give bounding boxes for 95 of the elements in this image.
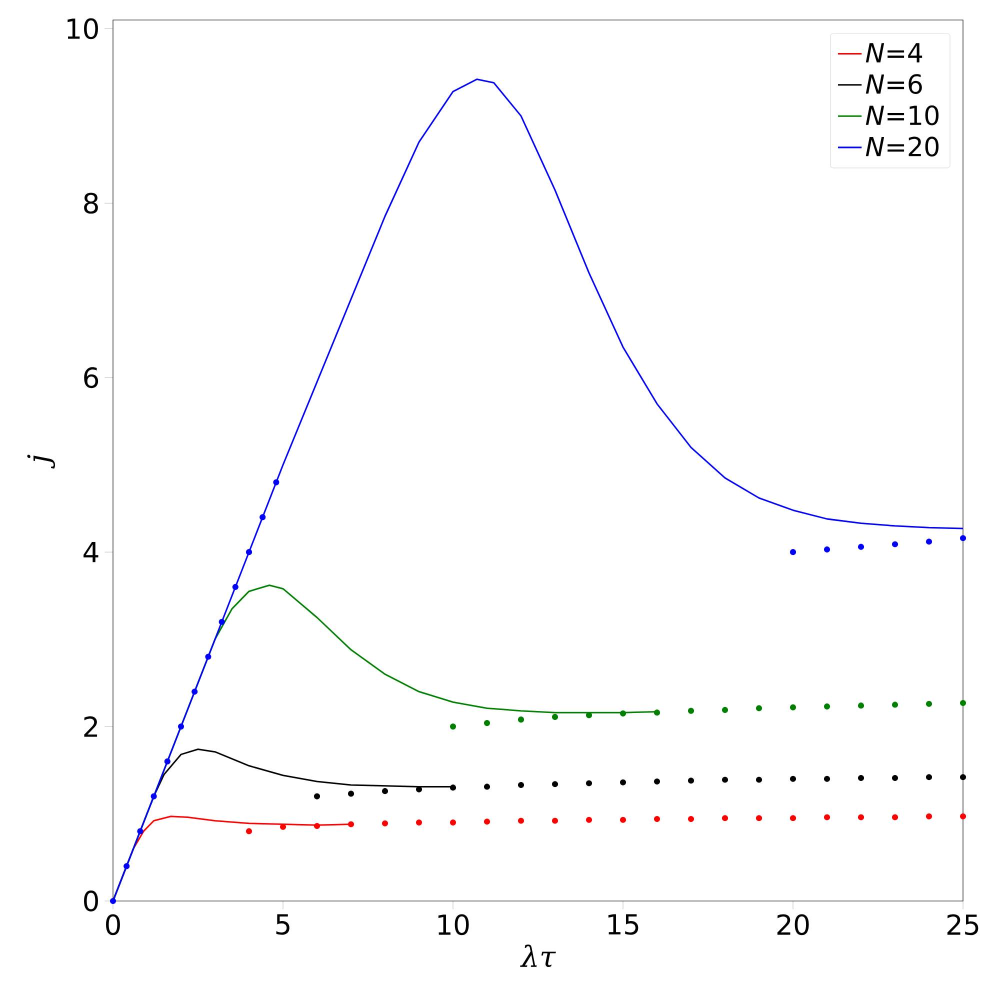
point: [620, 816, 626, 823]
point: [218, 618, 225, 625]
legend-label: N=10: [866, 105, 939, 126]
point: [892, 814, 898, 820]
point: [232, 584, 238, 590]
point: [824, 814, 830, 820]
point: [654, 816, 660, 822]
point: [722, 776, 728, 783]
point: [137, 828, 144, 834]
point: [382, 788, 388, 794]
point: [858, 814, 864, 820]
y-tick-label: 0: [84, 890, 98, 912]
point: [260, 514, 266, 520]
point: [620, 779, 626, 786]
point: [416, 786, 422, 792]
legend-label: N=4: [866, 43, 922, 62]
point: [586, 712, 592, 718]
point: [926, 774, 932, 780]
x-tick-label: 5: [276, 914, 290, 935]
point: [960, 700, 966, 706]
point: [790, 549, 796, 556]
point: [246, 549, 252, 556]
point: [654, 710, 660, 716]
point: [790, 704, 796, 710]
point: [348, 821, 354, 828]
y-axis-title: $j$: [27, 454, 56, 469]
point: [926, 538, 932, 545]
legend-label: N=6: [866, 74, 922, 94]
x-tick-label: 0: [106, 914, 120, 936]
x-tick-label: 15: [608, 914, 638, 935]
point: [518, 716, 524, 723]
point: [164, 758, 170, 764]
y-tick-label: 6: [84, 367, 98, 388]
point: [518, 818, 524, 824]
point: [892, 541, 898, 548]
point: [518, 782, 524, 788]
point: [450, 819, 456, 826]
point: [484, 784, 490, 790]
point: [960, 813, 966, 820]
point: [192, 688, 198, 695]
x-tick-label: 10: [438, 914, 469, 936]
point: [960, 535, 966, 542]
x-tick-label: 20: [777, 914, 809, 936]
x-tick-label: 25: [947, 914, 978, 936]
point: [688, 816, 694, 822]
point: [824, 703, 830, 710]
point: [552, 714, 558, 720]
point: [178, 723, 184, 730]
y-tick-label: 2: [84, 716, 98, 737]
point: [246, 828, 252, 834]
point: [722, 815, 728, 822]
y-tick-label: 10: [68, 18, 98, 40]
point: [382, 820, 388, 826]
point: [314, 793, 320, 800]
point: [756, 815, 762, 822]
point: [314, 822, 320, 830]
point: [756, 776, 762, 783]
point: [150, 793, 157, 800]
point: [790, 815, 796, 822]
point: [654, 778, 660, 785]
point: [586, 780, 592, 786]
point: [892, 702, 898, 708]
point: [892, 774, 898, 782]
y-tick-label: 8: [84, 192, 98, 214]
point: [722, 706, 728, 714]
point: [756, 705, 762, 712]
point: [926, 700, 932, 707]
point: [824, 546, 830, 553]
point: [620, 710, 626, 716]
point: [858, 702, 864, 709]
point: [348, 790, 354, 797]
point: [484, 818, 490, 825]
point: [926, 813, 932, 820]
point: [960, 774, 966, 780]
point: [688, 708, 694, 714]
point: [484, 720, 490, 726]
point: [450, 723, 456, 730]
point: [858, 774, 864, 782]
point: [824, 776, 830, 782]
y-tick-label: 4: [84, 542, 98, 562]
point: [552, 818, 558, 824]
point: [688, 778, 694, 784]
point: [790, 776, 796, 782]
point: [273, 479, 280, 486]
point: [280, 824, 286, 830]
legend-label: N=20: [866, 136, 939, 157]
point: [124, 863, 130, 870]
point: [416, 819, 422, 826]
point: [450, 784, 456, 791]
point: [586, 816, 592, 823]
point: [858, 544, 864, 550]
x-axis-title: $\lambda\tau$: [520, 944, 556, 968]
point: [552, 781, 558, 788]
point: [205, 654, 212, 660]
point: [110, 898, 116, 904]
